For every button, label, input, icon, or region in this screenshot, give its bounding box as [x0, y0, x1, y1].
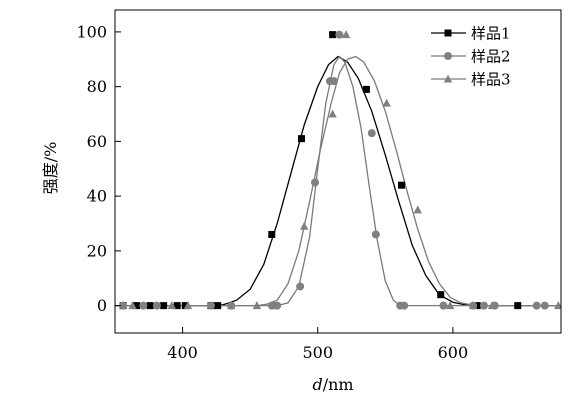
data-point-s2-11 — [329, 77, 338, 86]
data-point-s3-5 — [252, 301, 262, 310]
data-point-s3-10 — [382, 98, 391, 107]
legend-label-2: 样品2 — [471, 48, 511, 66]
data-point-s2-1 — [119, 301, 128, 310]
data-point-s1-12 — [362, 85, 370, 93]
legend-label-3: 样品3 — [471, 71, 511, 89]
data-point-s2-4 — [206, 301, 215, 310]
plot-frame — [114, 9, 562, 334]
data-point-s2-22 — [540, 301, 549, 310]
data-point-s3-1 — [128, 301, 137, 310]
data-point-s3-11 — [413, 205, 422, 214]
data-point-s1-6 — [181, 302, 189, 310]
y-tick-label-20: 20 — [87, 241, 107, 260]
data-point-s3-2 — [167, 301, 176, 310]
data-point-s2-13 — [367, 129, 376, 138]
plot-layer — [115, 30, 561, 310]
data-point-s1-2 — [133, 302, 141, 310]
data-point-s3-13 — [468, 301, 478, 310]
data-point-s1-11 — [329, 31, 337, 39]
data-point-s1-10 — [298, 135, 306, 143]
data-point-s2-21 — [532, 301, 541, 310]
data-point-s1-5 — [173, 302, 181, 310]
data-point-s3-8 — [328, 109, 337, 118]
legend-label-1: 样品1 — [471, 25, 511, 43]
data-point-s3-14 — [487, 301, 497, 310]
plot-area — [115, 30, 561, 310]
data-point-s2-14 — [371, 230, 380, 239]
x-axis-title: d/nm — [312, 375, 353, 394]
data-point-s2-9 — [311, 178, 320, 187]
data-point-s1-3 — [146, 302, 154, 310]
x-tick-label-500: 500 — [302, 343, 333, 362]
x-tick-label-600: 600 — [438, 343, 469, 362]
x-axis-title-unit: /nm — [323, 375, 354, 394]
y-tick-label-0: 0 — [97, 296, 107, 315]
y-axis-title: 强度/% — [41, 142, 60, 195]
series-line-1 — [115, 55, 561, 307]
data-point-s1-13 — [398, 181, 406, 189]
x-tick-label-400: 400 — [167, 343, 198, 362]
y-tick-label-100: 100 — [76, 22, 107, 41]
data-point-s1-15 — [473, 302, 481, 310]
y-tick-label-60: 60 — [87, 132, 107, 151]
data-point-s2-17 — [439, 301, 448, 310]
axes-layer: 400 500 600 0 20 40 60 80 100 — [76, 9, 562, 362]
data-point-s3-6 — [270, 301, 279, 310]
data-point-s2-8 — [296, 282, 305, 291]
data-point-s1-4 — [160, 302, 168, 310]
data-point-s2-12 — [335, 30, 344, 39]
data-point-s3-12 — [445, 301, 455, 310]
data-point-s2-3 — [152, 301, 161, 310]
data-point-s3-3 — [183, 301, 193, 310]
legend-marker-1 — [444, 29, 452, 37]
data-point-s1-14 — [437, 291, 445, 299]
data-point-s3-9 — [341, 30, 351, 39]
legend-marker-3 — [443, 74, 453, 83]
data-point-s2-19 — [479, 301, 488, 310]
legend-marker-2 — [444, 52, 452, 60]
data-point-s3-15 — [554, 301, 561, 310]
series-line-2 — [115, 55, 561, 307]
data-point-s1-16 — [514, 302, 522, 310]
data-point-s1-8 — [214, 302, 222, 310]
y-tick-label-80: 80 — [87, 77, 107, 96]
y-tick-label-40: 40 — [87, 187, 107, 206]
series-line-3 — [115, 55, 561, 307]
data-point-s1-9 — [268, 230, 276, 238]
x-axis-title-italic: d — [312, 375, 322, 394]
data-point-s2-2 — [139, 301, 148, 310]
data-point-s2-16 — [400, 301, 409, 310]
data-point-s3-4 — [227, 301, 236, 310]
legend: 样品1 样品2 样品3 — [431, 25, 511, 89]
data-point-s3-7 — [300, 221, 309, 230]
